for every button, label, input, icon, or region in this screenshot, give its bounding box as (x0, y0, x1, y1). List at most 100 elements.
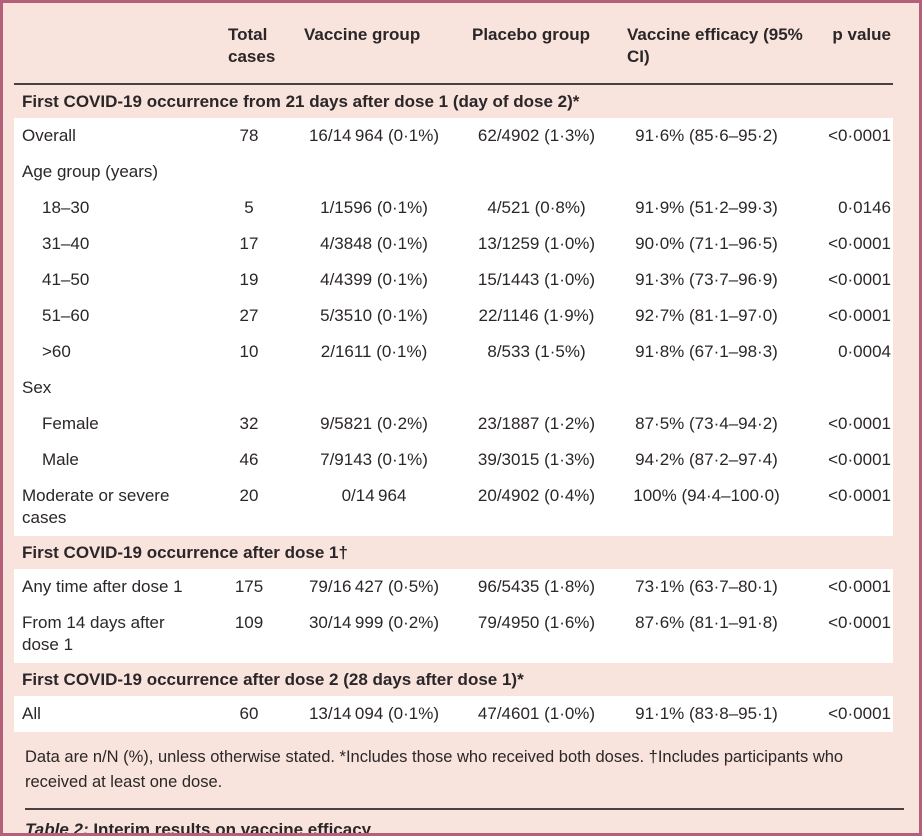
table-row: 41–50 19 4/4399 (0·1%) 15/1443 (1·0%) 91·3% … (14, 262, 893, 298)
section-header-row: First COVID-19 occurrence from 21 days a… (14, 84, 893, 118)
total-cases-cell: 20 (214, 478, 284, 536)
p-value-cell: <0·0001 (804, 696, 893, 732)
vaccine-efficacy-cell: 90·0% (71·1–96·5) (609, 226, 804, 262)
vaccine-group-cell: 16/14 964 (0·1%) (284, 118, 464, 154)
vaccine-efficacy-cell (609, 154, 804, 190)
p-value-cell: <0·0001 (804, 406, 893, 442)
vaccine-group-cell: 4/3848 (0·1%) (284, 226, 464, 262)
row-label-cell: Female (14, 406, 214, 442)
placebo-group-cell: 20/4902 (0·4%) (464, 478, 609, 536)
row-label-cell: 41–50 (14, 262, 214, 298)
vaccine-group-cell: 4/4399 (0·1%) (284, 262, 464, 298)
row-label-cell: >60 (14, 334, 214, 370)
vaccine-efficacy-cell: 91·3% (73·7–96·9) (609, 262, 804, 298)
row-label-cell: Sex (14, 370, 214, 406)
total-cases-cell: 17 (214, 226, 284, 262)
placebo-group-cell: 39/3015 (1·3%) (464, 442, 609, 478)
vaccine-group-cell: 79/16 427 (0·5%) (284, 569, 464, 605)
vaccine-group-cell: 9/5821 (0·2%) (284, 406, 464, 442)
table-body: First COVID-19 occurrence from 21 days a… (14, 84, 893, 732)
vaccine-group-cell: 1/1596 (0·1%) (284, 190, 464, 226)
p-value-cell: <0·0001 (804, 298, 893, 334)
vaccine-group-cell (284, 154, 464, 190)
placebo-group-cell: 8/533 (1·5%) (464, 334, 609, 370)
vaccine-group-cell: 30/14 999 (0·2%) (284, 605, 464, 663)
vaccine-efficacy-cell: 87·6% (81·1–91·8) (609, 605, 804, 663)
vaccine-efficacy-cell: 92·7% (81·1–97·0) (609, 298, 804, 334)
p-value-cell: <0·0001 (804, 605, 893, 663)
placebo-group-cell: 96/5435 (1·8%) (464, 569, 609, 605)
placebo-group-cell: 22/1146 (1·9%) (464, 298, 609, 334)
section-header-label: First COVID-19 occurrence from 21 days a… (22, 92, 580, 111)
vaccine-group-cell: 5/3510 (0·1%) (284, 298, 464, 334)
vaccine-efficacy-table: Total cases Vaccine group Placebo group … (14, 3, 893, 732)
p-value-cell: <0·0001 (804, 118, 893, 154)
row-label-cell: Male (14, 442, 214, 478)
placebo-group-cell: 23/1887 (1·2%) (464, 406, 609, 442)
section-header-label: First COVID-19 occurrence after dose 1† (22, 543, 348, 562)
vaccine-group-cell (284, 370, 464, 406)
row-label-cell: Overall (14, 118, 214, 154)
placebo-group-cell: 4/521 (0·8%) (464, 190, 609, 226)
section-header-row: First COVID-19 occurrence after dose 2 (… (14, 663, 893, 696)
table-row: 31–40 17 4/3848 (0·1%) 13/1259 (1·0%) 90·0% … (14, 226, 893, 262)
table-row: 18–30 5 1/1596 (0·1%) 4/521 (0·8%) 91·9% (51… (14, 190, 893, 226)
total-cases-cell: 32 (214, 406, 284, 442)
vaccine-efficacy-cell (609, 370, 804, 406)
placebo-group-cell: 62/4902 (1·3%) (464, 118, 609, 154)
row-label-cell: All (14, 696, 214, 732)
total-cases-cell: 10 (214, 334, 284, 370)
total-cases-cell: 46 (214, 442, 284, 478)
placebo-group-cell: 13/1259 (1·0%) (464, 226, 609, 262)
column-header-vaccine-efficacy: Vaccine efficacy (95% CI) (609, 3, 804, 85)
total-cases-cell: 5 (214, 190, 284, 226)
p-value-cell: <0·0001 (804, 442, 893, 478)
column-header-row: Total cases Vaccine group Placebo group … (14, 3, 893, 85)
vaccine-group-cell: 2/1611 (0·1%) (284, 334, 464, 370)
table-row: Any time after dose 1 175 79/16 427 (0·5%)… (14, 569, 893, 605)
placebo-group-cell (464, 154, 609, 190)
total-cases-cell: 109 (214, 605, 284, 663)
vaccine-efficacy-cell: 87·5% (73·4–94·2) (609, 406, 804, 442)
table-content: Total cases Vaccine group Placebo group … (14, 3, 904, 836)
table-row: >60 10 2/1611 (0·1%) 8/533 (1·5%) 91·8% (67·… (14, 334, 893, 370)
table-footnote: Data are n/N (%), unless otherwise state… (25, 748, 844, 791)
total-cases-cell: 60 (214, 696, 284, 732)
p-value-cell: <0·0001 (804, 478, 893, 536)
vaccine-group-cell: 13/14 094 (0·1%) (284, 696, 464, 732)
placebo-group-cell (464, 370, 609, 406)
row-label-cell: Moderate or severe cases (14, 478, 214, 536)
vaccine-efficacy-cell: 94·2% (87·2–97·4) (609, 442, 804, 478)
table-caption-number: Table 2: (25, 820, 89, 836)
table-row: From 14 days after dose 1 109 30/14 999 (0… (14, 605, 893, 663)
vaccine-efficacy-cell: 91·6% (85·6–95·2) (609, 118, 804, 154)
section-header-label: First COVID-19 occurrence after dose 2 (… (22, 670, 524, 689)
p-value-cell: <0·0001 (804, 569, 893, 605)
row-label-cell: Any time after dose 1 (14, 569, 214, 605)
table-row: 51–60 27 5/3510 (0·1%) 22/1146 (1·9%) 92·7% … (14, 298, 893, 334)
total-cases-cell: 78 (214, 118, 284, 154)
row-label-cell: From 14 days after dose 1 (14, 605, 214, 663)
table-caption: Table 2: Interim results on vaccine effi… (25, 820, 893, 836)
table-row: Age group (years) (14, 154, 893, 190)
vaccine-group-cell: 7/9143 (0·1%) (284, 442, 464, 478)
table-row: Male 46 7/9143 (0·1%) 39/3015 (1·3%) 94·2% (… (14, 442, 893, 478)
vaccine-efficacy-cell: 91·8% (67·1–98·3) (609, 334, 804, 370)
p-value-cell: 0·0004 (804, 334, 893, 370)
row-label-cell: 31–40 (14, 226, 214, 262)
p-value-cell: <0·0001 (804, 226, 893, 262)
caption-divider (25, 808, 904, 810)
table-caption-title: Interim results on vaccine efficacy (88, 820, 372, 836)
total-cases-cell (214, 370, 284, 406)
vaccine-group-cell: 0/14 964 (284, 478, 464, 536)
column-header-vaccine-group: Vaccine group (284, 3, 464, 85)
vaccine-efficacy-cell: 91·9% (51·2–99·3) (609, 190, 804, 226)
column-header-p-value: p value (804, 3, 893, 85)
vaccine-efficacy-cell: 73·1% (63·7–80·1) (609, 569, 804, 605)
vaccine-efficacy-cell: 91·1% (83·8–95·1) (609, 696, 804, 732)
table-row: All 60 13/14 094 (0·1%) 47/4601 (1·0%) 91·1%… (14, 696, 893, 732)
placebo-group-cell: 79/4950 (1·6%) (464, 605, 609, 663)
row-label-cell: 51–60 (14, 298, 214, 334)
table-row: Overall 78 16/14 964 (0·1%) 62/4902 (1·3%) 9… (14, 118, 893, 154)
placebo-group-cell: 47/4601 (1·0%) (464, 696, 609, 732)
